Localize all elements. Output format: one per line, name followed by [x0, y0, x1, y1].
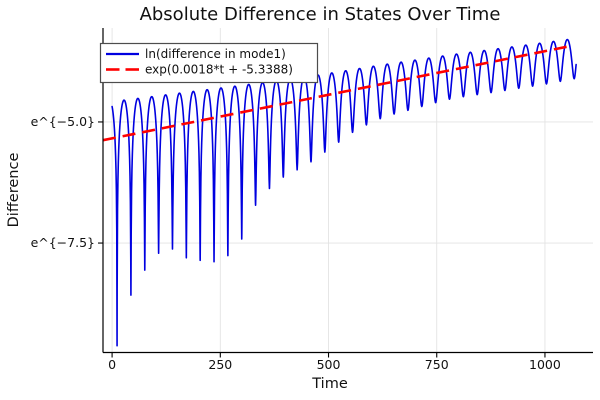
legend: ln(difference in mode1) exp(0.0018*t + -… [99, 42, 319, 84]
series-ln-difference-mode1 [111, 38, 577, 347]
y-tick-label: e^{−7.5} [31, 235, 95, 250]
series-layer [102, 38, 577, 347]
legend-label-difference: ln(difference in mode1) [145, 47, 286, 61]
y-tick-label: e^{−5.0} [31, 114, 95, 129]
tick-label-layer: 0 250 500 750 1000 e^{−5.0} e^{−7.5} [31, 114, 561, 372]
x-axis-label: Time [311, 376, 348, 392]
x-tick-label: 0 [108, 357, 116, 372]
x-tick-label: 750 [425, 357, 449, 372]
x-tick-label: 1000 [529, 357, 561, 372]
plot-title: Absolute Difference in States Over Time [140, 4, 501, 25]
legend-label-fit: exp(0.0018*t + -5.3388) [145, 63, 293, 77]
x-tick-label: 250 [208, 357, 232, 372]
y-axis-label: Difference [6, 153, 22, 228]
legend-box [99, 42, 319, 84]
x-tick-label: 500 [317, 357, 341, 372]
